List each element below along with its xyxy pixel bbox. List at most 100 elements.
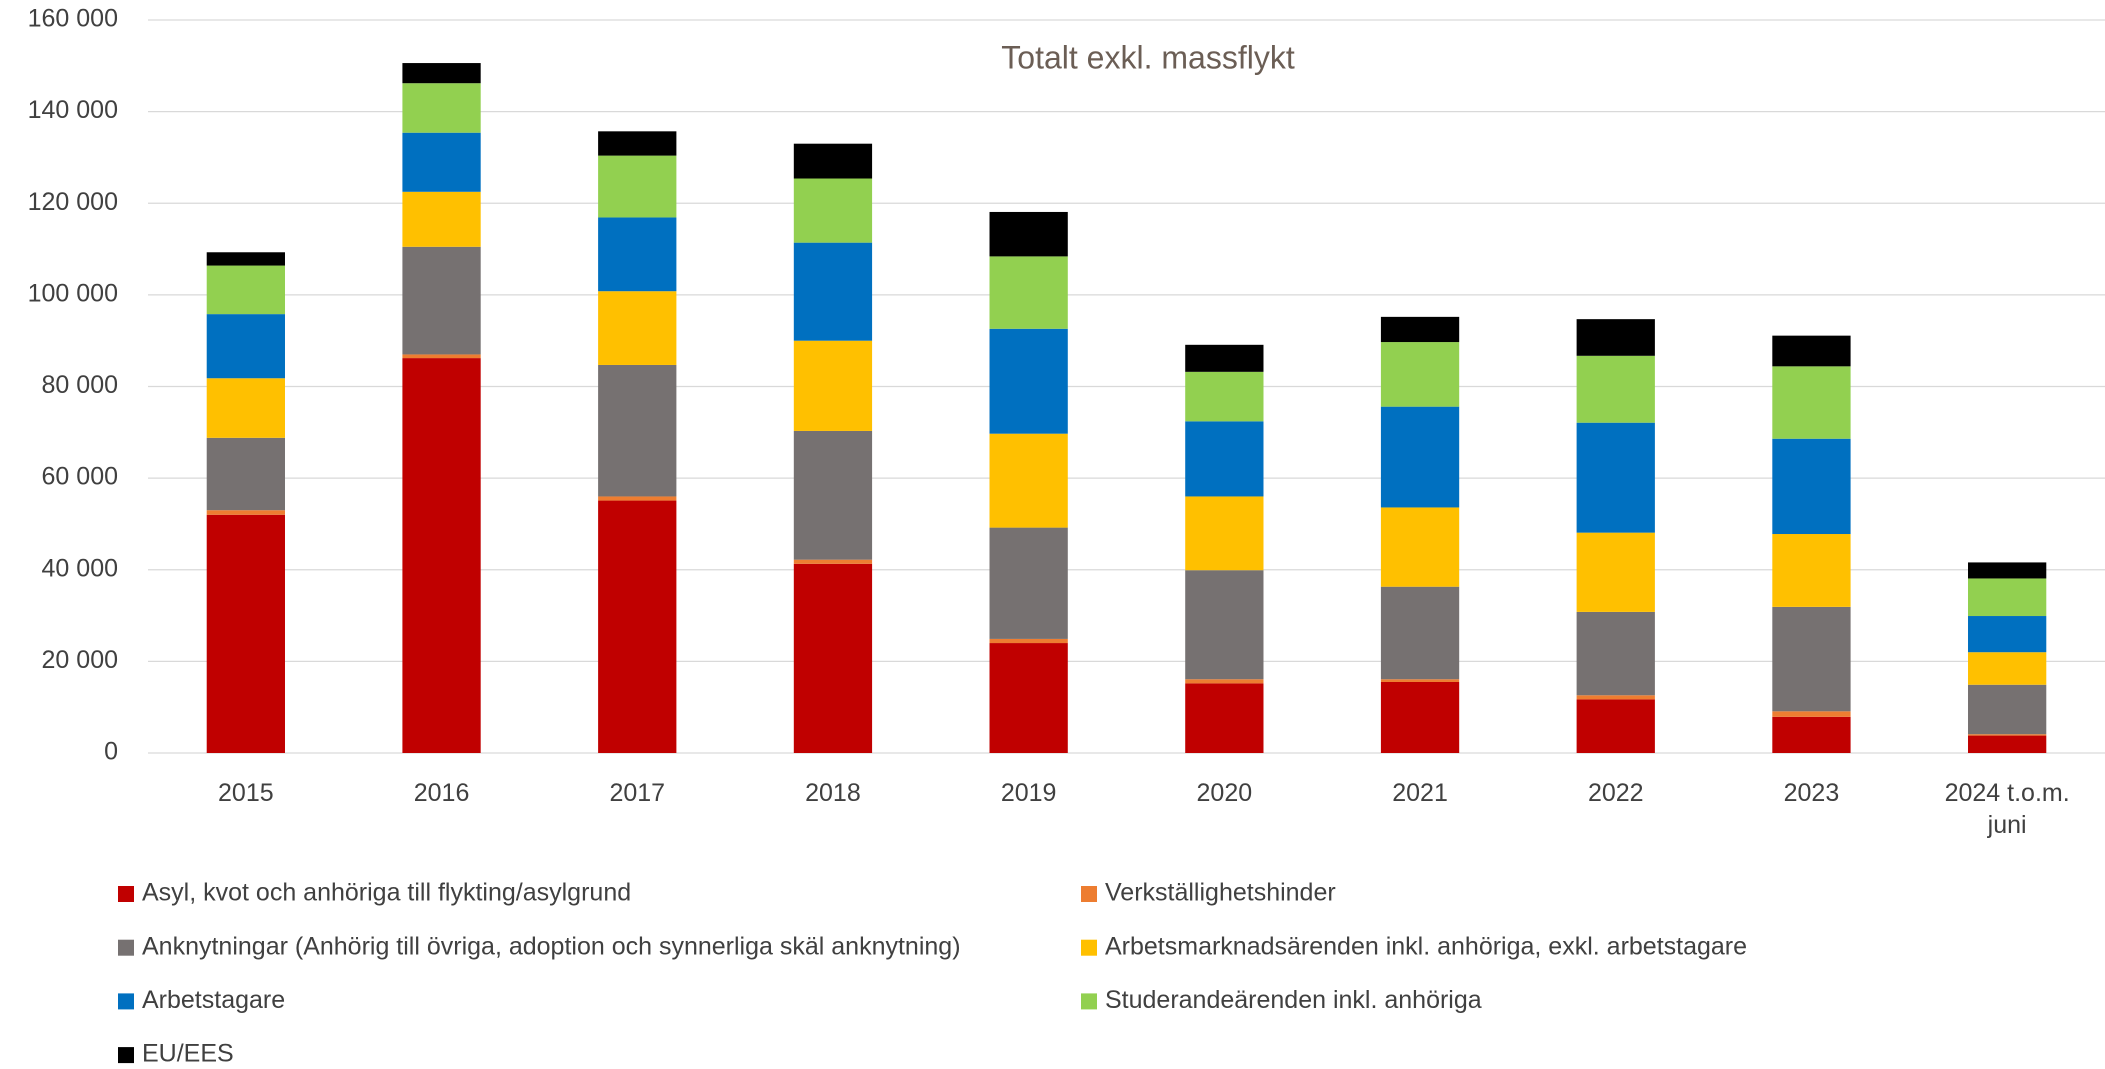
bar-segment <box>1380 316 1460 343</box>
y-tick-label: 120 000 <box>28 188 118 216</box>
y-tick-label: 40 000 <box>42 554 118 582</box>
bar-segment <box>793 340 873 431</box>
bar-segment <box>1772 606 1851 712</box>
bar-segment <box>793 178 873 243</box>
bar-segment <box>206 437 285 511</box>
bar-segment <box>1185 683 1264 753</box>
bar-segment <box>793 242 873 341</box>
bar-segment <box>1968 734 2047 736</box>
legend-label: Arbetstagare <box>142 986 285 1014</box>
x-tick-label: 2015 <box>218 779 274 807</box>
bar-segment <box>1380 507 1460 587</box>
y-tick-label: 60 000 <box>42 463 118 491</box>
bar-segment <box>1968 562 2047 579</box>
bar-segment <box>1772 534 1851 607</box>
bar-segment <box>1380 679 1460 682</box>
legend-label: Anknytningar (Anhörig till övriga, adopt… <box>142 932 961 960</box>
bar-segment <box>1185 496 1264 571</box>
legend-swatch <box>1081 939 1097 956</box>
bar-segment <box>598 364 677 497</box>
y-tick-label: 80 000 <box>42 371 118 399</box>
bar-segment <box>1576 611 1655 696</box>
bar-segment <box>1576 532 1655 612</box>
bar-segment <box>793 563 873 753</box>
bar-segment <box>1968 578 2047 617</box>
bar-segment <box>793 143 873 179</box>
legend-swatch <box>1081 993 1097 1010</box>
bar-segment <box>1576 422 1655 533</box>
bar-segment <box>989 638 1068 644</box>
bar-segment <box>1968 652 2047 685</box>
x-tick-label: 2023 <box>1783 779 1840 807</box>
bar-segment <box>793 559 873 564</box>
bar-segment <box>793 430 873 560</box>
x-tick-label: 2017 <box>609 779 666 807</box>
bar-segment <box>1576 695 1655 700</box>
bar-segment <box>1772 716 1851 753</box>
legend-label: EU/EES <box>142 1040 234 1068</box>
legend-swatch <box>118 993 134 1010</box>
y-tick-label: 0 <box>104 738 118 766</box>
bar-segment <box>989 328 1068 434</box>
bar-segment <box>1380 342 1460 407</box>
bar-segment <box>1380 586 1460 680</box>
bar-segment <box>1968 684 2047 735</box>
legend-label: Verkställighetshinder <box>1105 879 1336 907</box>
bar-segment <box>989 256 1068 329</box>
legend-swatch <box>1081 886 1097 902</box>
legend-swatch <box>118 939 134 956</box>
chart-title: Totalt exkl. massflykt <box>1001 39 1295 75</box>
bar-segment <box>989 643 1068 753</box>
bar-segment <box>402 358 481 753</box>
bar-segment <box>1185 570 1264 680</box>
bar-segment <box>1185 344 1264 372</box>
bar-segment <box>402 83 481 133</box>
bar-segment <box>402 354 481 359</box>
bar-segment <box>989 433 1068 528</box>
bar-segment <box>598 291 677 365</box>
bar-segment <box>402 132 481 192</box>
bar-segment <box>598 131 677 156</box>
bar-segment <box>206 510 285 515</box>
bar-segment <box>1576 699 1655 753</box>
bar-segment <box>402 63 481 84</box>
bar-segment <box>1968 616 2047 653</box>
bar-segment <box>1772 438 1851 535</box>
bar-segment <box>1772 711 1851 717</box>
legend-label: Asyl, kvot och anhöriga till flykting/as… <box>142 879 631 907</box>
bar-segment <box>1185 679 1264 684</box>
bar-segment <box>402 246 481 355</box>
bar-segment <box>1380 681 1460 753</box>
bar-segment <box>206 514 285 753</box>
bar-segment <box>989 211 1068 257</box>
bar-segment <box>1772 335 1851 367</box>
bar-segment <box>206 265 285 315</box>
bar-segment <box>1576 319 1655 356</box>
bar-segment <box>598 500 677 753</box>
x-tick-label: 2016 <box>413 779 470 807</box>
legend-label: Arbetsmarknadsärenden inkl. anhöriga, ex… <box>1105 932 1747 960</box>
bar-segment <box>989 527 1068 639</box>
bar-segment <box>206 378 285 438</box>
x-tick-label: 2022 <box>1587 779 1644 807</box>
bar-segment <box>598 496 677 501</box>
legend-swatch <box>118 1047 134 1064</box>
x-tick-label: 2021 <box>1392 779 1448 807</box>
bar-segment <box>1968 735 2047 753</box>
bar-segment <box>1576 355 1655 423</box>
x-tick-label: 2018 <box>805 779 861 807</box>
bar-segment <box>1185 371 1264 422</box>
bar-segment <box>206 252 285 266</box>
x-tick-label: 2024 t.o.m. juni <box>1944 779 2070 839</box>
y-tick-label: 100 000 <box>28 279 118 307</box>
bar-segment <box>598 217 677 292</box>
bar-segment <box>1772 366 1851 439</box>
legend-swatch <box>118 886 134 902</box>
bar-segment <box>598 155 677 218</box>
legend-label: Studerandeärenden inkl. anhöriga <box>1105 986 1482 1014</box>
bar-segment <box>1185 421 1264 497</box>
y-tick-label: 20 000 <box>42 646 118 674</box>
bar-segment <box>206 314 285 379</box>
